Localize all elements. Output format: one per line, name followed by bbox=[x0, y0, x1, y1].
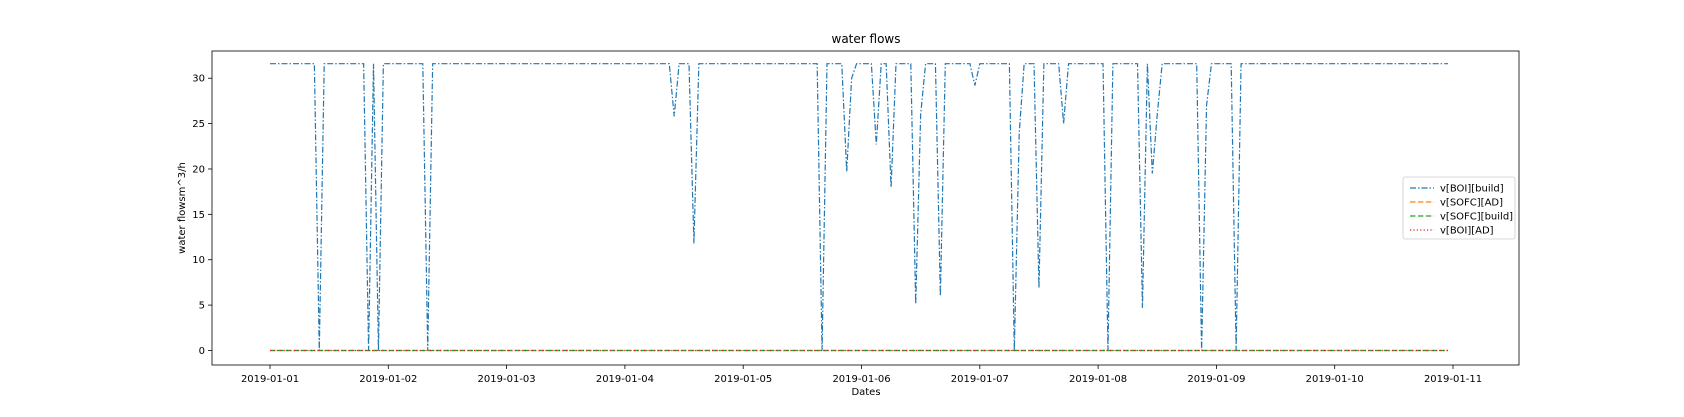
x-tick-label: 2019-01-03 bbox=[478, 374, 536, 385]
y-axis: 0 5 10 15 20 25 30 bbox=[192, 74, 212, 357]
plot-area bbox=[211, 50, 1520, 366]
x-tick-label: 2019-01-01 bbox=[241, 374, 299, 385]
x-tick-label: 2019-01-05 bbox=[714, 374, 772, 385]
y-tick-label: 30 bbox=[192, 74, 205, 85]
x-axis-label: Dates bbox=[851, 387, 880, 398]
x-tick-label: 2019-01-04 bbox=[596, 374, 654, 385]
x-tick-label: 2019-01-10 bbox=[1306, 374, 1364, 385]
series-lines bbox=[270, 63, 1449, 352]
legend: v[BOI][build] v[SOFC][AD] v[SOFC][build] v[… bbox=[1402, 176, 1516, 240]
x-tick-label: 2019-01-07 bbox=[951, 374, 1009, 385]
y-tick-label: 0 bbox=[199, 346, 205, 357]
legend-label: v[BOI][build] bbox=[1440, 184, 1504, 195]
chart-title: water flows bbox=[832, 32, 901, 46]
x-tick-label: 2019-01-09 bbox=[1187, 374, 1245, 385]
y-tick-label: 10 bbox=[192, 255, 205, 266]
x-tick-label: 2019-01-02 bbox=[359, 374, 417, 385]
legend-label: v[BOI][AD] bbox=[1440, 226, 1494, 237]
legend-frame bbox=[1402, 176, 1516, 240]
y-axis-label: water flowsm^3/h bbox=[177, 162, 188, 254]
y-tick-label: 5 bbox=[199, 301, 205, 312]
x-tick-label: 2019-01-06 bbox=[832, 374, 890, 385]
y-tick-label: 15 bbox=[192, 210, 205, 221]
x-tick-label: 2019-01-11 bbox=[1424, 374, 1482, 385]
legend-label: v[SOFC][AD] bbox=[1440, 198, 1503, 209]
x-tick-label: 2019-01-08 bbox=[1069, 374, 1127, 385]
series-line-0 bbox=[270, 63, 1449, 351]
x-axis: 2019-01-01 2019-01-02 2019-01-03 2019-01-04… bbox=[241, 365, 1482, 385]
y-tick-label: 20 bbox=[192, 164, 205, 175]
legend-label: v[SOFC][build] bbox=[1440, 212, 1513, 223]
y-tick-label: 25 bbox=[192, 119, 205, 130]
